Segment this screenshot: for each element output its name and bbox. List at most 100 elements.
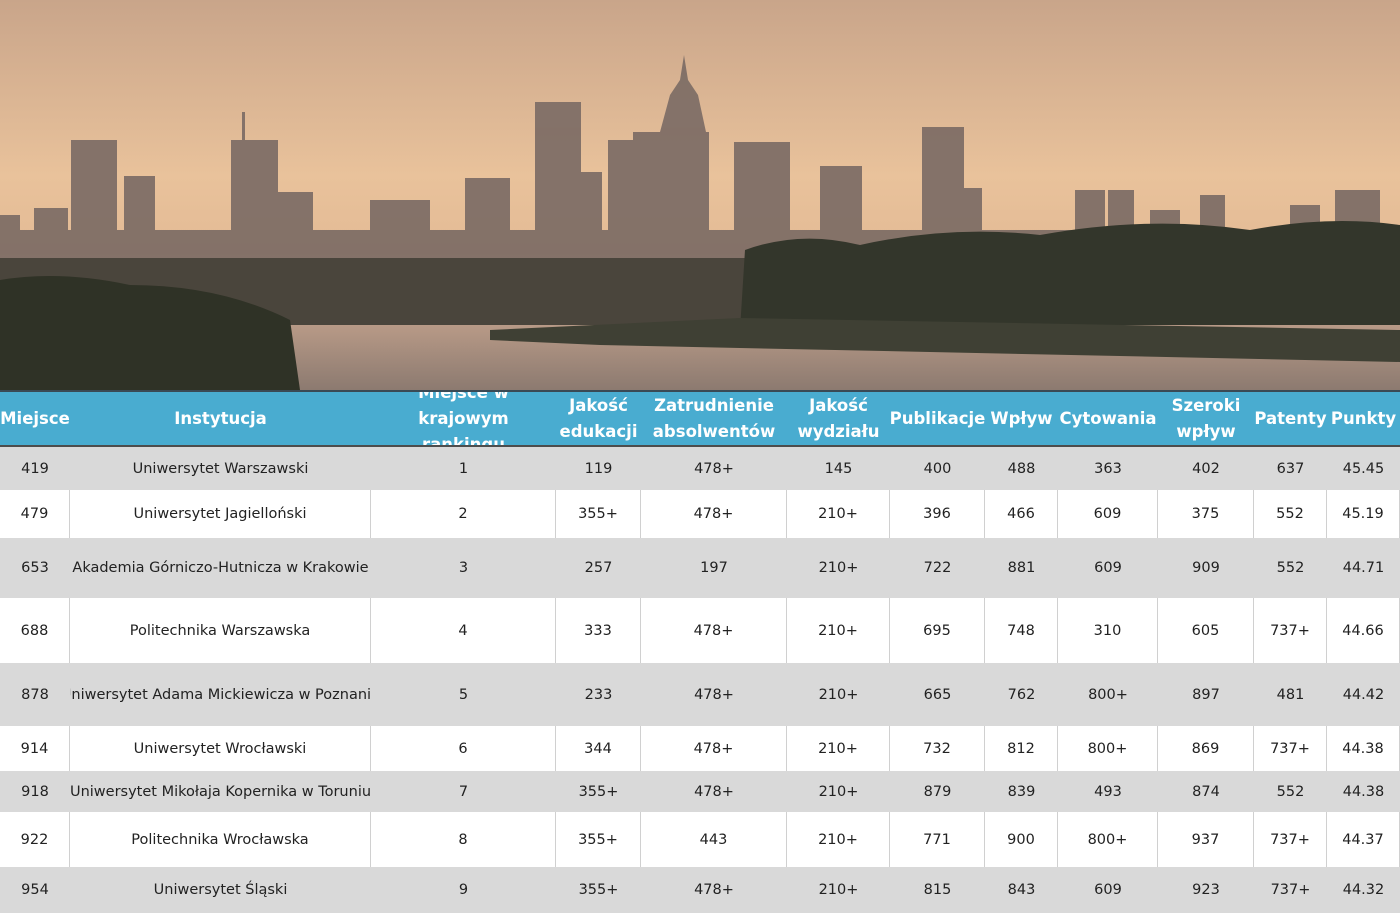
table-cell: 45.19 (1327, 490, 1400, 538)
table-cell: 637 (1276, 460, 1305, 477)
table-cell: 762 (1007, 686, 1036, 703)
table-cell: 400 (923, 460, 952, 477)
table-cell: 737+ (1254, 812, 1327, 867)
table-cell: 748 (985, 598, 1058, 663)
header-border (0, 390, 1400, 392)
table-cell: 478+ (641, 490, 787, 538)
table-cell: 771 (890, 812, 985, 867)
table-cell: 653 (21, 560, 49, 576)
table-cell: 210+ (787, 598, 890, 663)
table-cell: 257 (584, 560, 613, 576)
table-cell: 44.42 (1342, 686, 1385, 703)
table-row (0, 538, 1400, 598)
column-header: Patenty (1254, 408, 1327, 428)
table-cell: 145 (824, 460, 853, 477)
table-cell: 2 (371, 490, 556, 538)
table-cell: 552 (1254, 490, 1327, 538)
table-cell: 800+ (1058, 726, 1158, 771)
table-cell: 44.37 (1327, 812, 1400, 867)
table-row (0, 867, 1400, 913)
column-header: Instytucja (174, 408, 267, 428)
table-cell: Uniwersytet Mikołaja Kopernika w Toruniu (70, 783, 371, 800)
table-cell: 479 (0, 490, 70, 538)
table-cell: 119 (584, 460, 613, 477)
table-cell: 918 (21, 783, 49, 800)
table-cell: 800+ (1058, 812, 1158, 867)
table-cell: 488 (1007, 460, 1036, 477)
table-cell: 210+ (787, 726, 890, 771)
table-row (0, 812, 1400, 867)
table-cell: 44.38 (1327, 726, 1400, 771)
table-cell: 493 (1094, 783, 1122, 800)
table-row (0, 771, 1400, 812)
table-cell: 4 (371, 598, 556, 663)
table-cell: 478+ (694, 783, 734, 800)
table-cell: 481 (1276, 686, 1305, 703)
table-cell: 233 (584, 686, 613, 703)
ranking-table: Miejsce Instytucja Miejsce w krajowym rank… (0, 390, 1400, 913)
column-header: Jakość edukacji (559, 395, 638, 441)
table-cell: 478+ (694, 686, 734, 703)
table-cell: 478+ (694, 460, 734, 477)
table-cell: 552 (1276, 783, 1305, 800)
header-border (0, 445, 1400, 447)
table-cell: 609 (1058, 490, 1158, 538)
table-cell: Akademia Górniczo-Hutnicza w Krakowie (72, 560, 369, 576)
table-cell: 923 (1192, 882, 1220, 898)
table-cell: 375 (1158, 490, 1254, 538)
table-cell: 954 (21, 882, 49, 898)
table-cell: 9 (458, 882, 469, 898)
table-cell: 900 (985, 812, 1058, 867)
table-cell: 722 (923, 560, 952, 576)
table-cell: 839 (1007, 783, 1036, 800)
column-header: Zatrudnienie absolwentów (652, 395, 776, 441)
table-cell: 478+ (694, 882, 734, 898)
table-cell: Uniwersytet Adama Mickiewicza w Poznaniu (70, 686, 371, 703)
table-cell: 3 (458, 560, 469, 576)
table-cell: 197 (700, 560, 728, 576)
table-cell: 396 (890, 490, 985, 538)
table-row (0, 598, 1400, 663)
table-cell: 1 (458, 460, 469, 477)
table-row (0, 726, 1400, 771)
table-cell: 737+ (1254, 726, 1327, 771)
table-cell: 310 (1058, 598, 1158, 663)
table-cell: 665 (923, 686, 952, 703)
table-cell: 8 (371, 812, 556, 867)
table-cell: 695 (890, 598, 985, 663)
column-header: Miejsce (0, 408, 70, 428)
table-cell: 333 (556, 598, 641, 663)
table-cell: 897 (1192, 686, 1220, 703)
table-cell: 210+ (818, 882, 859, 898)
table-cell: 355+ (578, 783, 619, 800)
table-cell: 210+ (818, 783, 859, 800)
table-cell: 210+ (818, 560, 859, 576)
column-header: Szeroki wpływ (1171, 395, 1241, 441)
column-header: Wpływ (990, 408, 1053, 428)
table-cell: 344 (556, 726, 641, 771)
column-header: Miejsce w krajowym rankingu (418, 392, 509, 445)
table-cell: 402 (1192, 460, 1220, 477)
table-cell: 44.66 (1327, 598, 1400, 663)
table-cell: 45.45 (1342, 460, 1385, 477)
table-cell: 355+ (556, 812, 641, 867)
table-row (0, 663, 1400, 726)
table-cell: 914 (0, 726, 70, 771)
table-cell: Politechnika Wrocławska (70, 812, 371, 867)
column-header: Cytowania (1059, 408, 1157, 428)
table-cell: 5 (458, 686, 469, 703)
table-cell: 609 (1094, 560, 1122, 576)
table-cell: 732 (890, 726, 985, 771)
table-cell: Uniwersytet Śląski (153, 882, 288, 898)
table-cell: Uniwersytet Jagielloński (70, 490, 371, 538)
skyline-photo (0, 0, 1400, 390)
table-cell: 44.32 (1342, 882, 1385, 898)
table-cell: 881 (1007, 560, 1036, 576)
table-cell: 688 (0, 598, 70, 663)
table-cell: 922 (0, 812, 70, 867)
table-cell: 812 (985, 726, 1058, 771)
table-cell: 874 (1192, 783, 1220, 800)
table-cell: 609 (1094, 882, 1122, 898)
table-cell: 210+ (787, 490, 890, 538)
